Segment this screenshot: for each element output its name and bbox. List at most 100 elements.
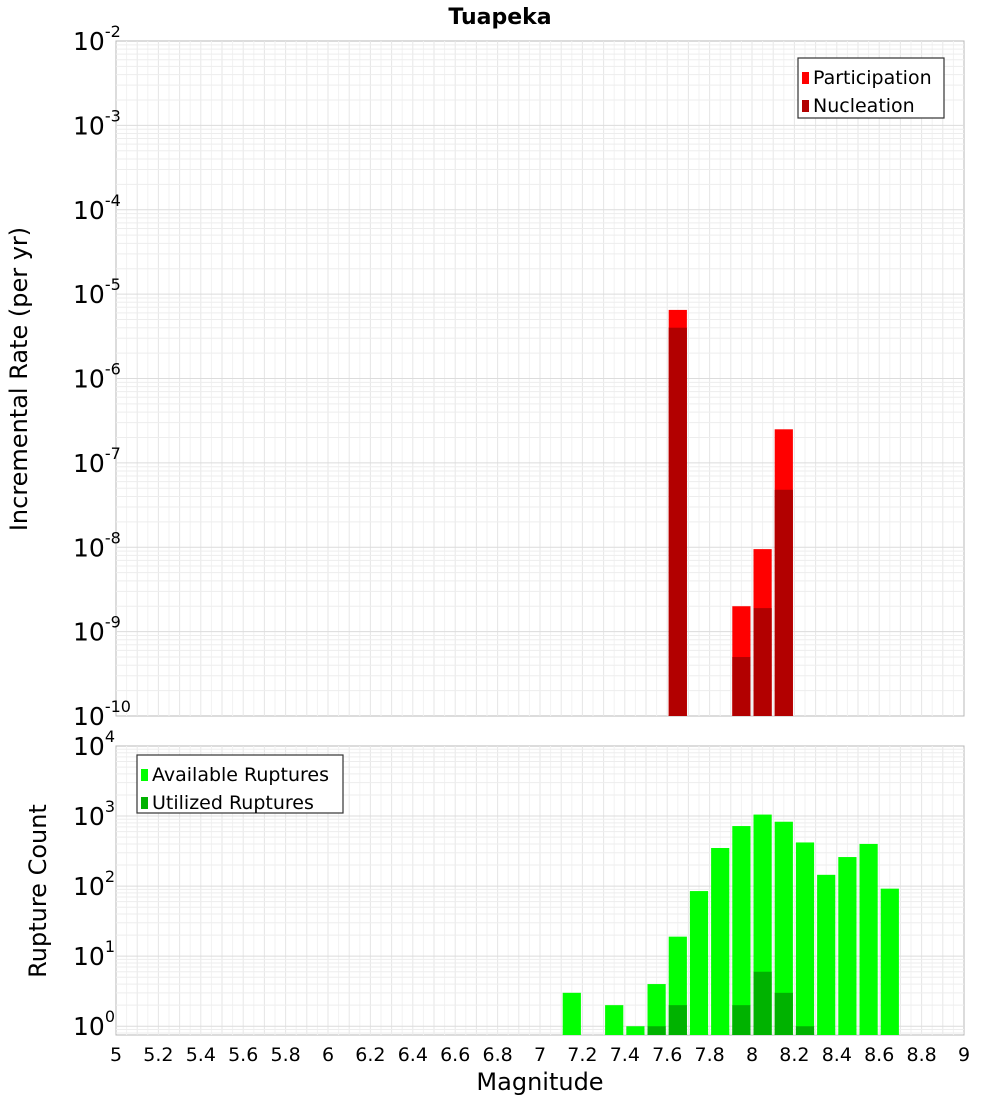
legend-label: Available Ruptures (152, 764, 329, 786)
top-y-axis-label: Incremental Rate (per yr) (5, 227, 33, 531)
y-tick-base: 10 (73, 802, 105, 831)
bar-overlay-top-8.05 (753, 608, 772, 716)
bar-bottom-7.75 (689, 891, 709, 1035)
x-tick-label: 5 (110, 1044, 122, 1066)
y-tick-exponent: -3 (105, 106, 121, 125)
x-tick-label: 8.8 (906, 1044, 936, 1066)
x-tick-label: 8.2 (779, 1044, 809, 1066)
y-tick-base: 10 (73, 618, 105, 647)
y-tick-label: 10-7 (73, 444, 121, 478)
x-tick-label: 8.6 (864, 1044, 894, 1066)
legend-swatch (141, 769, 148, 781)
x-tick-label: 7.8 (694, 1044, 724, 1066)
bar-overlay-bottom-8.15 (774, 992, 793, 1035)
y-tick-base: 10 (73, 280, 105, 309)
y-tick-label: 102 (73, 867, 115, 901)
y-tick-base: 10 (73, 365, 105, 394)
y-tick-exponent: 3 (105, 797, 115, 816)
y-tick-label: 10-6 (73, 360, 121, 394)
y-tick-base: 10 (73, 942, 105, 971)
bar-overlay-bottom-8.05 (753, 971, 772, 1035)
top-y-tick-labels: 10-210-310-410-510-610-710-810-910-10 (73, 22, 131, 731)
y-tick-base: 10 (73, 872, 105, 901)
legend-swatch (802, 72, 809, 84)
y-tick-exponent: 4 (105, 727, 115, 746)
bar-bottom-8.35 (817, 874, 836, 1035)
x-tick-label: 5.2 (143, 1044, 173, 1066)
y-tick-exponent: -2 (105, 22, 121, 41)
bar-overlay-top-7.95 (732, 657, 751, 716)
x-tick-label: 6.6 (440, 1044, 470, 1066)
y-tick-label: 10-4 (73, 191, 121, 225)
legend-label: Nucleation (813, 95, 915, 117)
y-tick-exponent: 1 (105, 937, 115, 956)
top-panel: 10-210-310-410-510-610-710-810-910-10 In… (5, 22, 965, 731)
bar-bottom-8.65 (880, 888, 899, 1035)
y-tick-label: 10-2 (73, 22, 121, 56)
y-tick-label: 10-5 (73, 275, 121, 309)
y-tick-exponent: 0 (105, 1007, 115, 1026)
legend-box (797, 57, 945, 119)
bottom-legend: Available Ruptures Utilized Ruptures (136, 754, 344, 814)
y-tick-exponent: -8 (105, 528, 121, 547)
legend-swatch (802, 100, 809, 112)
bar-overlay-top-8.15 (774, 489, 793, 716)
y-tick-base: 10 (73, 449, 105, 478)
y-tick-base: 10 (73, 27, 105, 56)
y-tick-base: 10 (73, 732, 105, 761)
y-tick-base: 10 (73, 1012, 105, 1041)
x-tick-label: 9 (958, 1044, 970, 1066)
legend-label: Participation (813, 67, 932, 89)
y-tick-base: 10 (73, 702, 105, 731)
y-tick-base: 10 (73, 533, 105, 562)
x-tick-label: 5.8 (270, 1044, 300, 1066)
y-tick-base: 10 (73, 111, 105, 140)
x-tick-label: 7.6 (652, 1044, 682, 1066)
x-tick-label: 7.4 (610, 1044, 640, 1066)
bar-bottom-7.15 (562, 992, 581, 1035)
top-legend: Participation Nucleation (797, 57, 945, 119)
y-tick-exponent: -4 (105, 191, 121, 210)
x-tick-label: 7.2 (567, 1044, 597, 1066)
bar-bottom-7.85 (711, 848, 730, 1035)
y-tick-exponent: 2 (105, 867, 115, 886)
y-tick-exponent: -6 (105, 360, 121, 379)
bar-bottom-8.55 (859, 843, 878, 1035)
y-tick-base: 10 (73, 196, 105, 225)
bottom-y-axis-label: Rupture Count (24, 804, 52, 978)
y-tick-exponent: -7 (105, 444, 121, 463)
top-bars (668, 309, 793, 716)
legend-box (136, 754, 344, 814)
bar-overlay-bottom-7.55 (647, 1026, 666, 1035)
top-gridlines (116, 41, 964, 716)
y-tick-label: 10-3 (73, 106, 121, 140)
y-tick-label: 104 (73, 727, 115, 761)
x-tick-label: 5.4 (186, 1044, 216, 1066)
bar-bottom-7.35 (605, 1005, 624, 1035)
legend-label: Utilized Ruptures (152, 792, 314, 814)
x-tick-label: 6.4 (398, 1044, 428, 1066)
bar-bottom-8.25 (795, 842, 815, 1035)
y-tick-exponent: -9 (105, 613, 121, 632)
x-tick-label: 6.8 (482, 1044, 512, 1066)
bottom-bars (562, 814, 899, 1035)
x-tick-label: 5.6 (228, 1044, 258, 1066)
bar-overlay-bottom-7.65 (668, 1005, 687, 1035)
bar-bottom-7.55 (647, 984, 666, 1035)
x-tick-label: 6 (322, 1044, 334, 1066)
x-tick-label: 8.4 (822, 1044, 852, 1066)
chart-title: Tuapeka (448, 5, 551, 30)
bar-bottom-7.45 (626, 1026, 645, 1035)
y-tick-label: 10-10 (73, 697, 131, 731)
bar-overlay-bottom-7.95 (732, 1005, 751, 1035)
bar-bottom-7.95 (732, 826, 751, 1035)
y-tick-exponent: -10 (105, 697, 131, 716)
bar-bottom-8.45 (838, 857, 857, 1035)
x-tick-label: 7 (534, 1044, 546, 1066)
y-tick-exponent: -5 (105, 275, 121, 294)
legend-swatch (141, 797, 148, 809)
